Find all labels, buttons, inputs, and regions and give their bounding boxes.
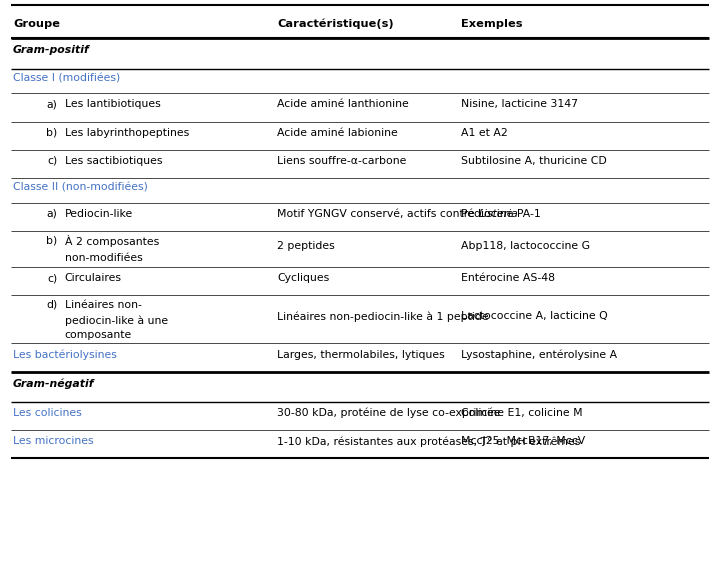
Text: Cycliques: Cycliques — [277, 273, 330, 284]
Text: Groupe: Groupe — [13, 19, 60, 29]
Text: b): b) — [46, 235, 58, 245]
Text: d): d) — [46, 300, 58, 310]
Text: Acide aminé labionine: Acide aminé labionine — [277, 127, 398, 138]
Text: Abp118, lactococcine G: Abp118, lactococcine G — [461, 241, 590, 251]
Text: Lactococcine A, lacticine Q: Lactococcine A, lacticine Q — [461, 311, 608, 322]
Text: Linéaires non-: Linéaires non- — [65, 300, 142, 310]
Text: 1-10 kDa, résistantes aux protéases, T° et pH extrêmes: 1-10 kDa, résistantes aux protéases, T° … — [277, 436, 580, 447]
Text: A1 et A2: A1 et A2 — [461, 127, 508, 138]
Text: composante: composante — [65, 330, 132, 340]
Text: Circulaires: Circulaires — [65, 273, 122, 284]
Text: Exemples: Exemples — [461, 19, 522, 29]
Text: Les sactibiotiques: Les sactibiotiques — [65, 156, 162, 166]
Text: Colicine E1, colicine M: Colicine E1, colicine M — [461, 408, 582, 419]
Text: Les lantibiotiques: Les lantibiotiques — [65, 99, 161, 110]
Text: Les microcines: Les microcines — [13, 436, 94, 447]
Text: MccJ25, MccB17, MccV: MccJ25, MccB17, MccV — [461, 436, 585, 447]
Text: pediocin-like à une: pediocin-like à une — [65, 315, 168, 326]
Text: Gram-positif: Gram-positif — [13, 45, 90, 56]
Text: Nisine, lacticine 3147: Nisine, lacticine 3147 — [461, 99, 577, 110]
Text: Larges, thermolabiles, lytiques: Larges, thermolabiles, lytiques — [277, 349, 445, 360]
Text: Pediocin-like: Pediocin-like — [65, 208, 133, 219]
Text: Motif YGNGV conservé, actifs contre: Motif YGNGV conservé, actifs contre — [277, 208, 479, 219]
Text: Les bactériolysines: Les bactériolysines — [13, 349, 117, 360]
Text: c): c) — [48, 273, 58, 284]
Text: Caractéristique(s): Caractéristique(s) — [277, 19, 394, 29]
Text: Liens souffre-α-carbone: Liens souffre-α-carbone — [277, 156, 407, 166]
Text: Linéaires non-pediocin-like à 1 peptide: Linéaires non-pediocin-like à 1 peptide — [277, 311, 489, 322]
Text: Gram-négatif: Gram-négatif — [13, 379, 94, 389]
Text: Entérocine AS-48: Entérocine AS-48 — [461, 273, 555, 284]
Text: Les labyrinthopeptines: Les labyrinthopeptines — [65, 127, 189, 138]
Text: Les colicines: Les colicines — [13, 408, 81, 419]
Text: b): b) — [46, 127, 58, 138]
Text: 2 peptides: 2 peptides — [277, 241, 335, 251]
Text: a): a) — [47, 99, 58, 110]
Text: Classe I (modifiées): Classe I (modifiées) — [13, 73, 120, 83]
Text: À 2 composantes: À 2 composantes — [65, 235, 159, 247]
Text: non-modifiées: non-modifiées — [65, 253, 143, 263]
Text: Acide aminé lanthionine: Acide aminé lanthionine — [277, 99, 409, 110]
Text: Subtilosine A, thuricine CD: Subtilosine A, thuricine CD — [461, 156, 606, 166]
Text: Pédiocine PA-1: Pédiocine PA-1 — [461, 208, 541, 219]
Text: 30-80 kDa, protéine de lyse co-exprimée: 30-80 kDa, protéine de lyse co-exprimée — [277, 408, 500, 419]
Text: Classe II (non-modifiées): Classe II (non-modifiées) — [13, 182, 148, 193]
Text: a): a) — [47, 208, 58, 219]
Text: Lysostaphine, entérolysine A: Lysostaphine, entérolysine A — [461, 349, 617, 360]
Text: Listeria: Listeria — [479, 208, 518, 219]
Text: c): c) — [48, 156, 58, 166]
